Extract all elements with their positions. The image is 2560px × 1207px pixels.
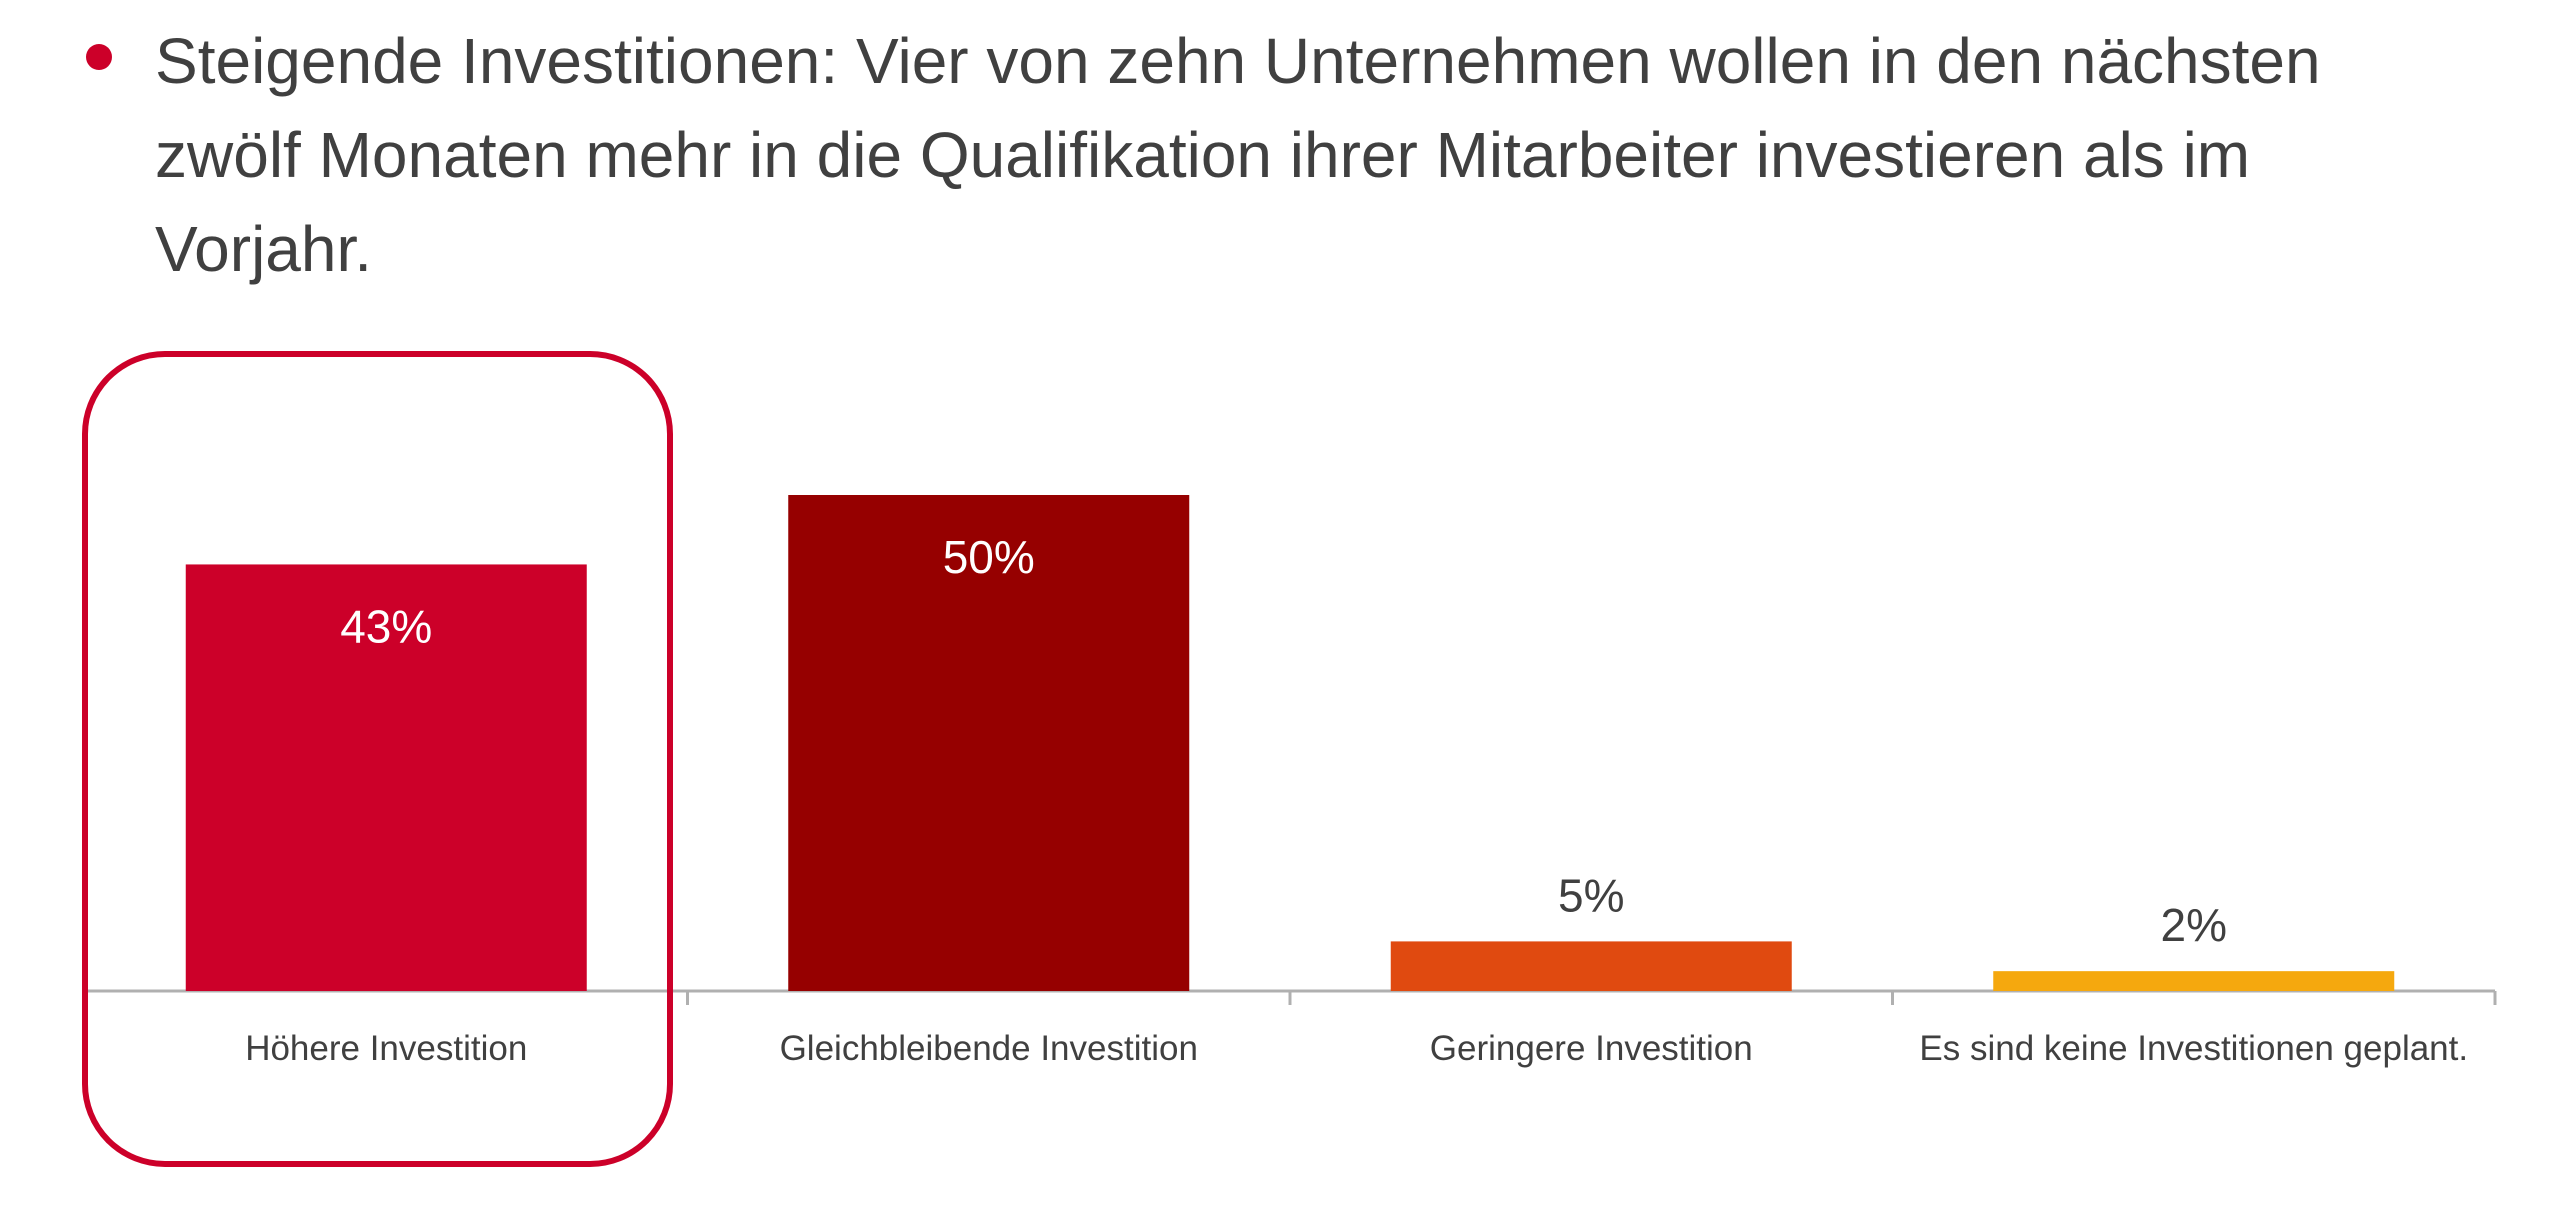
data-label: 2% — [2161, 899, 2227, 951]
bar-1 — [185, 564, 587, 991]
category-label: Gleichbleibende Investition — [780, 1029, 1198, 1068]
bar-2 — [788, 495, 1190, 991]
bar-3 — [1390, 941, 1792, 991]
category-label: Es sind keine Investitionen geplant. — [1919, 1029, 2468, 1068]
headline: Steigende Investitionen: Vier von zehn U… — [155, 25, 2321, 285]
bar-4 — [1993, 971, 2395, 991]
data-label: 50% — [943, 531, 1035, 583]
data-label: 43% — [340, 600, 432, 652]
category-label: Geringere Investition — [1430, 1029, 1753, 1068]
bullet-icon — [86, 44, 112, 70]
category-label: Höhere Investition — [245, 1029, 527, 1068]
highlight-frame — [82, 351, 673, 1167]
data-label: 5% — [1558, 869, 1624, 921]
